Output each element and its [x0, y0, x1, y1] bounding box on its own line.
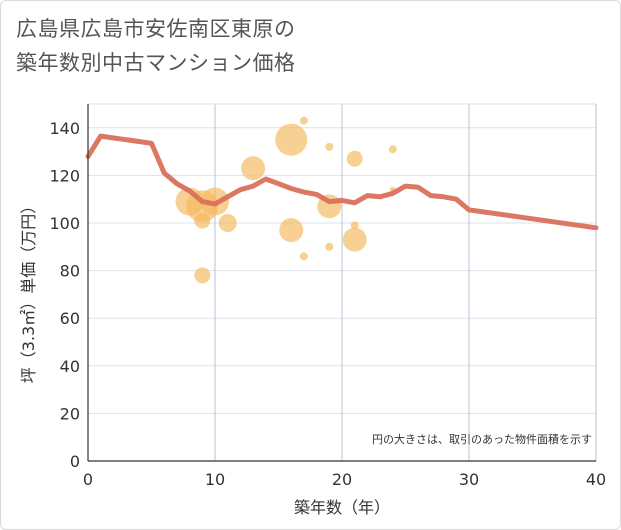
chart-title: 広島県広島市安佐南区東原の 築年数別中古マンション価格 [16, 12, 296, 80]
average-price-line-path [85, 133, 599, 231]
y-tick-label: 0 [70, 452, 80, 471]
bubble-point [279, 218, 304, 243]
x-tick-label: 30 [459, 470, 479, 489]
y-tick-label: 120 [49, 166, 80, 185]
x-axis-label: 築年数（年） [294, 498, 390, 517]
y-tick-label: 60 [60, 309, 80, 328]
chart-title-line2: 築年数別中古マンション価格 [16, 51, 296, 75]
average-price-line [85, 133, 599, 231]
bubble-point [350, 221, 359, 230]
x-tick-labels: 0 10 20 30 40 [83, 470, 606, 489]
bubble-point [299, 252, 308, 261]
grid-lines [88, 103, 597, 461]
y-tick-labels: 0 20 40 60 80 100 120 140 [49, 119, 80, 471]
bubble-point [218, 214, 237, 232]
x-tick-label: 20 [332, 470, 352, 489]
bubble-point [325, 242, 334, 251]
bubble-point [342, 227, 367, 252]
bubble-point [388, 145, 397, 154]
bubble-point [275, 123, 308, 156]
y-tick-label: 100 [49, 214, 80, 233]
x-tick-label: 10 [205, 470, 225, 489]
x-tick-label: 0 [83, 470, 93, 489]
bubble-point [194, 267, 211, 284]
bubble-point [194, 212, 211, 229]
bubble-point [346, 150, 363, 167]
y-tick-label: 140 [49, 119, 80, 138]
axes [87, 104, 596, 462]
y-tick-label: 40 [60, 357, 80, 376]
y-tick-label: 20 [60, 404, 80, 423]
y-axis-label: 坪（3.3㎡）単価（万円） [19, 198, 38, 383]
bubble-point [299, 116, 308, 125]
x-tick-label: 40 [586, 470, 606, 489]
chart-title-line1: 広島県広島市安佐南区東原の [16, 17, 296, 41]
bubble-size-note: 円の大きさは、取引のあった物件面積を示す [372, 432, 592, 446]
bubble-point [241, 156, 266, 181]
bubble-point [325, 142, 334, 151]
y-tick-label: 80 [60, 262, 80, 281]
